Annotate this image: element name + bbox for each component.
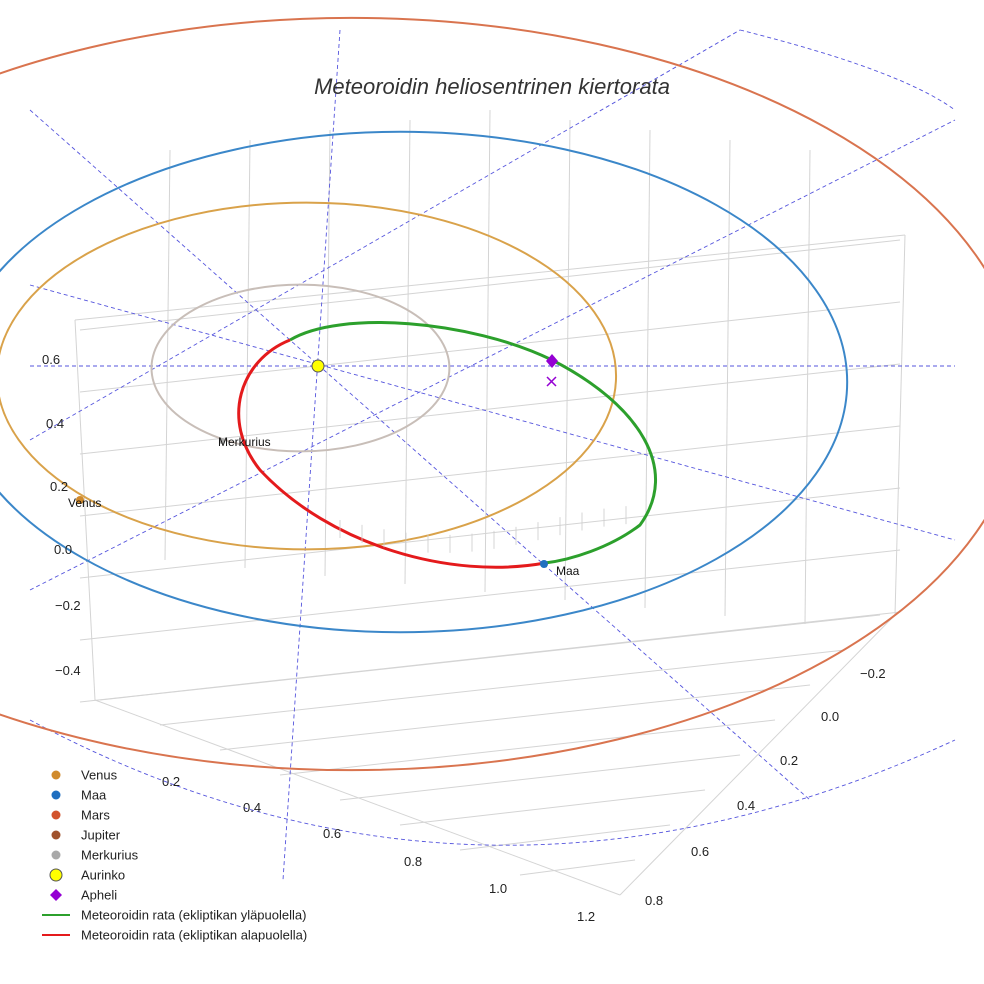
grid-edge xyxy=(74,319,96,701)
earth-orbit xyxy=(0,130,849,634)
label-maa: Maa xyxy=(556,564,580,578)
earth-marker xyxy=(540,560,548,568)
grid-line xyxy=(324,129,331,577)
legend-marker xyxy=(51,850,61,860)
legend-label: Jupiter xyxy=(81,828,121,843)
x-tick-label: 0.8 xyxy=(404,854,422,869)
mercury-marker xyxy=(219,438,225,444)
guide-line xyxy=(29,119,956,591)
grid-edge xyxy=(619,614,896,896)
meteoroid-orbit xyxy=(237,321,657,569)
grid-line xyxy=(279,719,776,776)
legend-label: Maa xyxy=(81,788,107,803)
aphelion-projection xyxy=(546,376,557,387)
grid-line xyxy=(564,119,571,601)
x-tick-label: 1.2 xyxy=(577,909,595,924)
guide-line xyxy=(29,29,741,441)
guide-line xyxy=(29,109,811,801)
grid-line xyxy=(804,149,811,625)
grid-edge xyxy=(894,234,906,616)
legend-marker xyxy=(51,770,61,780)
mercury-orbit xyxy=(150,283,451,453)
z-tick-label: 0.4 xyxy=(46,416,64,431)
grid-line xyxy=(404,119,411,585)
legend-label: Meteoroidin rata (ekliptikan alapuolella… xyxy=(81,928,307,943)
legend: Venus Maa Mars Jupiter Merkurius Aurinko Aphel… xyxy=(42,768,307,943)
planet-orbits xyxy=(0,16,984,772)
legend-label: Venus xyxy=(81,768,118,783)
x-tick-label: 0.4 xyxy=(243,800,261,815)
grid-line xyxy=(79,239,901,331)
y-tick-label: 0.6 xyxy=(691,844,709,859)
legend-marker xyxy=(51,830,61,840)
grid-edge xyxy=(94,699,621,896)
grid-line xyxy=(164,149,171,561)
legend-label: Meteoroidin rata (ekliptikan yläpuolella… xyxy=(81,908,306,923)
x-tick-label: 0.2 xyxy=(162,774,180,789)
venus-marker xyxy=(76,496,84,504)
grid-line xyxy=(459,824,671,851)
venus-orbit xyxy=(0,201,617,551)
grid-line xyxy=(399,789,706,826)
grid-line xyxy=(79,363,901,455)
orbit-above-ecliptic xyxy=(289,321,657,565)
guide-arc xyxy=(739,29,956,111)
legend-label: Mars xyxy=(81,808,110,823)
legend-marker xyxy=(51,810,61,820)
y-tick-label: 0.2 xyxy=(780,753,798,768)
y-tick-label: 0.4 xyxy=(737,798,755,813)
grid-line xyxy=(79,425,901,517)
orbit-below-ecliptic xyxy=(237,338,546,569)
grid-line xyxy=(159,649,846,726)
grid-line xyxy=(339,754,741,801)
aphelion-marker xyxy=(546,354,558,368)
body-markers: Merkurius Venus Maa xyxy=(68,354,580,578)
grid-line xyxy=(644,129,651,609)
legend-marker xyxy=(49,868,63,882)
axis-ticks: 0.6 0.4 0.2 0.0 −0.2 −0.4 0.2 0.4 0.6 0.8 1.0 1.2 −0… xyxy=(42,352,886,924)
grid-edge xyxy=(74,234,906,321)
guide-line xyxy=(282,29,341,881)
label-venus: Venus xyxy=(68,496,101,510)
z-tick-label: −0.2 xyxy=(55,598,81,613)
legend-label: Apheli xyxy=(81,888,117,903)
mars-orbit xyxy=(0,16,984,772)
grid-line xyxy=(219,684,811,751)
axes-grid xyxy=(74,109,906,896)
guide-arc xyxy=(29,719,956,846)
grid-line xyxy=(244,139,251,569)
z-tick-label: 0.0 xyxy=(54,542,72,557)
label-merkurius: Merkurius xyxy=(218,435,271,449)
z-tick-label: 0.6 xyxy=(42,352,60,367)
grid-line xyxy=(99,614,881,701)
legend-label: Merkurius xyxy=(81,848,139,863)
z-tick-label: 0.2 xyxy=(50,479,68,494)
chart-title: Meteoroidin heliosentrinen kiertorata xyxy=(314,74,670,99)
grid-line xyxy=(79,487,901,579)
y-tick-label: 0.8 xyxy=(645,893,663,908)
sun-marker xyxy=(311,359,325,373)
legend-marker xyxy=(50,889,62,901)
y-tick-label: 0.0 xyxy=(821,709,839,724)
grid-line xyxy=(484,109,491,593)
grid-line xyxy=(519,859,636,876)
z-tick-label: −0.4 xyxy=(55,663,81,678)
guide-line xyxy=(29,284,956,541)
legend-label: Aurinko xyxy=(81,868,125,883)
y-tick-label: −0.2 xyxy=(860,666,886,681)
x-tick-label: 1.0 xyxy=(489,881,507,896)
grid-line xyxy=(724,139,731,617)
guide-lines xyxy=(29,29,956,881)
legend-marker xyxy=(51,790,61,800)
grid-line xyxy=(79,549,901,641)
grid-line xyxy=(79,301,901,393)
x-tick-label: 0.6 xyxy=(323,826,341,841)
